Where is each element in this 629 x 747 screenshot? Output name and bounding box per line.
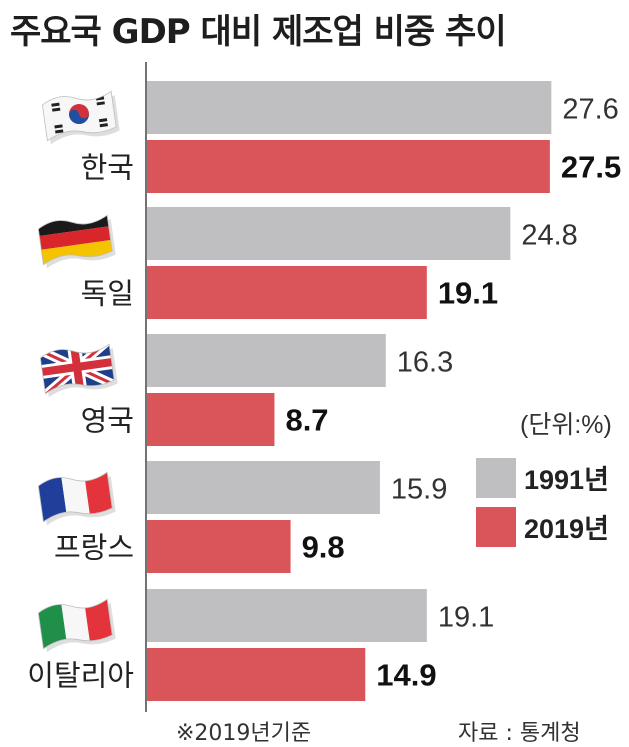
bar-1991-3: [147, 461, 380, 514]
category-label-1: 독일: [81, 277, 134, 311]
value-label-2019-1: 19.1: [438, 276, 498, 311]
value-label-1991-4: 19.1: [438, 602, 494, 634]
value-label-2019-0: 27.5: [561, 150, 621, 185]
value-label-1991-2: 16.3: [397, 347, 453, 379]
bar-1991-1: [147, 207, 511, 260]
bar-1991-2: [147, 334, 386, 387]
bar-2019-1: [147, 266, 427, 319]
category-label-2: 영국: [81, 404, 134, 438]
category-label-3: 프랑스: [54, 531, 134, 565]
it-flag-icon: [37, 597, 116, 653]
value-label-2019-4: 14.9: [376, 658, 436, 693]
value-label-1991-0: 27.6: [562, 94, 618, 126]
bar-2019-4: [147, 648, 366, 701]
fr-flag-icon: [37, 470, 116, 526]
value-label-2019-2: 8.7: [285, 403, 328, 438]
legend-label-1991: 1991년: [524, 465, 609, 495]
value-label-2019-3: 9.8: [302, 530, 345, 565]
legend-swatch-1991: [476, 458, 516, 498]
bar-2019-3: [147, 520, 291, 573]
category-label-4: 이탈리아: [27, 659, 134, 693]
chart-title: 주요국 GDP 대비 제조업 비중 추이: [10, 12, 507, 52]
bar-1991-4: [147, 589, 427, 642]
footer-note: ※2019년기준: [176, 721, 311, 746]
bar-1991-0: [147, 81, 552, 134]
legend-label-2019: 2019년: [524, 514, 609, 544]
bar-2019-0: [147, 140, 550, 193]
source-label: 자료 : 통계청: [458, 721, 581, 746]
legend-swatch-2019: [476, 507, 516, 547]
unit-label: (단위:%): [520, 411, 612, 439]
kr-flag-icon: [41, 89, 120, 145]
value-label-1991-3: 15.9: [391, 474, 447, 506]
bar-2019-2: [147, 393, 275, 446]
category-label-0: 한국: [81, 151, 134, 185]
value-label-1991-1: 24.8: [521, 220, 577, 252]
gb-flag-icon: [39, 342, 118, 398]
de-flag-icon: [37, 213, 116, 269]
